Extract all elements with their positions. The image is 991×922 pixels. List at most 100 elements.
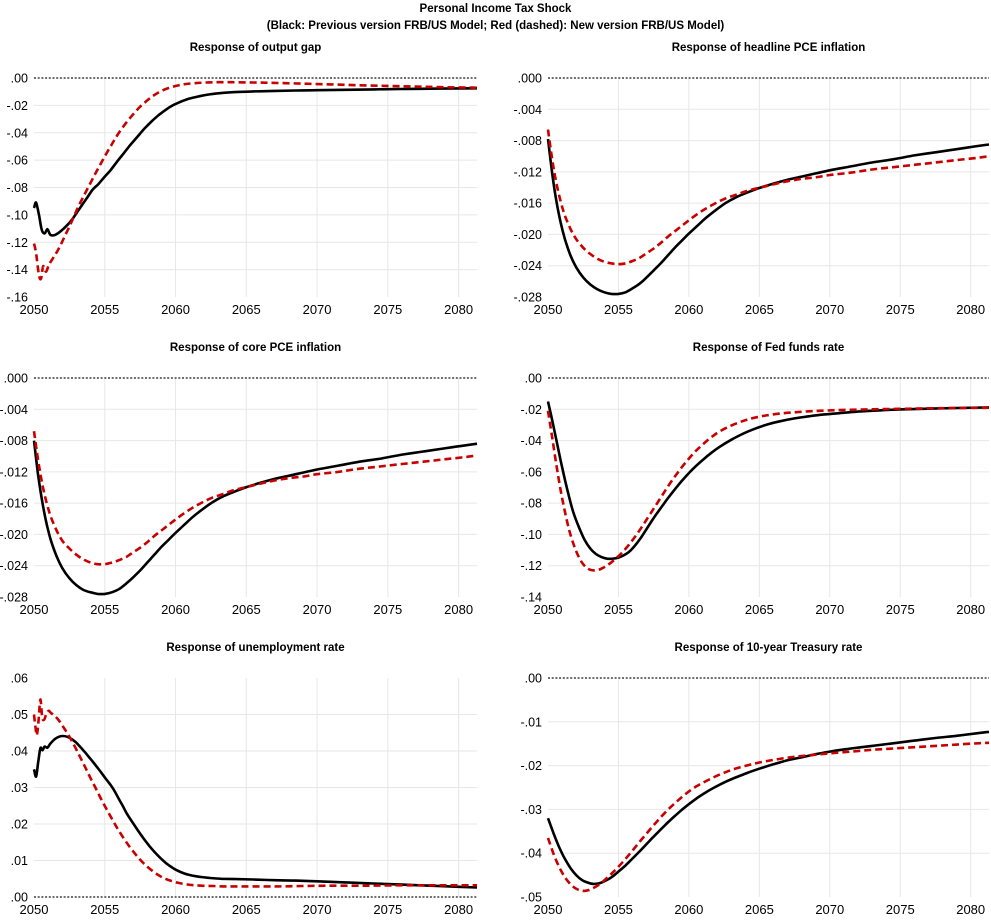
y-tick-label: .00: [525, 372, 542, 386]
y-tick-label: -.04: [520, 847, 542, 861]
y-tick-label: -.028: [514, 291, 543, 305]
x-tick-label: 2055: [90, 602, 119, 617]
y-tick-label: -.14: [6, 263, 28, 277]
x-tick-label: 2070: [303, 902, 332, 917]
x-tick-label: 2055: [90, 902, 119, 917]
x-tick-label: 2060: [161, 602, 190, 617]
chart-cell-fed-funds-rate: Response of Fed funds rate .00 -.02 -.04 -.…: [495, 338, 991, 630]
y-tick-label: .02: [11, 818, 28, 832]
x-tick-label: 2075: [886, 302, 915, 317]
chart-cell-unemployment-rate: Response of unemployment rate .06 .05 .04.…: [0, 638, 496, 922]
y-tick-label: -.08: [520, 497, 542, 511]
series-line-new-model: [546, 129, 990, 266]
series-line-new-model: [32, 80, 478, 281]
y-tick-label: .04: [11, 745, 28, 759]
series-line-previous-model: [546, 401, 990, 561]
x-tick-label: 2070: [815, 602, 844, 617]
series-line-previous-model: [32, 734, 478, 889]
y-tick-label: .05: [11, 708, 28, 722]
y-tick-label: -.04: [520, 434, 542, 448]
y-tick-label: -.12: [520, 559, 542, 573]
x-tick-label: 2050: [534, 602, 563, 617]
figure-subtitle-legend: (Black: Previous version FRB/US Model; R…: [266, 20, 725, 32]
y-tick-label: -.004: [0, 403, 28, 417]
y-tick-label: -.04: [6, 126, 28, 140]
x-tick-label: 2050: [534, 902, 563, 917]
headline-pce-inflation-plot: .000-.004-.008-.012-.016-.020-.024-.0282…: [514, 72, 990, 317]
x-tick-label: 2080: [444, 602, 473, 617]
series-line-previous-model: [546, 730, 990, 886]
x-tick-label: 2080: [956, 902, 985, 917]
series-line-new-model: [546, 741, 990, 893]
x-tick-label: 2065: [232, 602, 261, 617]
x-tick-label: 2070: [303, 302, 332, 317]
series-line-new-model: [32, 431, 478, 566]
x-tick-label: 2080: [956, 602, 985, 617]
y-tick-label: -.004: [514, 103, 543, 117]
x-tick-label: 2060: [674, 902, 703, 917]
x-tick-label: 2065: [745, 302, 774, 317]
x-tick-label: 2075: [373, 602, 402, 617]
y-tick-label: -.06: [6, 154, 28, 168]
y-tick-label: -.10: [6, 208, 28, 222]
y-tick-label: -.06: [520, 465, 542, 479]
chart-title-headline-pce-inflation: Response of headline PCE inflation: [671, 42, 866, 54]
series-line-new-model: [546, 406, 990, 572]
y-tick-label: -.02: [520, 759, 542, 773]
x-tick-label: 2065: [232, 902, 261, 917]
x-tick-label: 2065: [745, 602, 774, 617]
chart-title-core-pce-inflation: Response of core PCE inflation: [169, 342, 342, 354]
x-tick-label: 2080: [444, 302, 473, 317]
y-tick-label: .00: [11, 891, 28, 905]
y-tick-label: .00: [525, 672, 542, 686]
chart-title-output-gap: Response of output gap: [189, 42, 322, 54]
series-line-previous-model: [32, 87, 478, 237]
x-tick-label: 2055: [604, 602, 633, 617]
x-tick-label: 2075: [373, 302, 402, 317]
x-tick-label: 2065: [232, 302, 261, 317]
y-tick-label: -.024: [0, 559, 28, 573]
y-tick-label: -.012: [514, 165, 543, 179]
y-tick-label: -.020: [0, 528, 28, 542]
chart-title-10-year-treasury-rate: Response of 10-year Treasury rate: [674, 642, 863, 654]
x-tick-label: 2080: [444, 902, 473, 917]
y-tick-label: -.020: [514, 228, 543, 242]
y-tick-label: .01: [11, 854, 28, 868]
chart-cell-10-year-treasury-rate: Response of 10-year Treasury rate .00 -.0…: [495, 638, 991, 922]
x-tick-label: 2075: [886, 902, 915, 917]
x-tick-label: 2050: [20, 302, 49, 317]
x-tick-label: 2070: [303, 602, 332, 617]
series-line-previous-model: [32, 440, 478, 596]
x-tick-label: 2055: [604, 302, 633, 317]
x-tick-label: 2060: [161, 902, 190, 917]
chart-title-unemployment-rate: Response of unemployment rate: [166, 642, 345, 654]
x-tick-label: 2070: [815, 902, 844, 917]
x-tick-label: 2075: [373, 902, 402, 917]
y-tick-label: -.012: [0, 465, 28, 479]
x-tick-label: 2080: [956, 302, 985, 317]
x-tick-label: 2055: [604, 902, 633, 917]
x-tick-label: 2070: [815, 302, 844, 317]
series-line-previous-model: [546, 138, 990, 296]
y-tick-label: .06: [11, 672, 28, 686]
y-tick-label: -.02: [6, 99, 28, 113]
x-tick-label: 2075: [886, 602, 915, 617]
y-tick-label: -.05: [520, 891, 542, 905]
chart-title-fed-funds-rate: Response of Fed funds rate: [692, 342, 845, 354]
chart-cell-headline-pce-inflation: Response of headline PCE inflation .000 -…: [495, 38, 991, 330]
x-tick-label: 2055: [90, 302, 119, 317]
figure-title: Personal Income Tax Shock: [419, 3, 572, 15]
y-tick-label: .03: [11, 781, 28, 795]
y-tick-label: -.008: [514, 134, 543, 148]
y-tick-label: .000: [518, 72, 542, 86]
y-tick-label: -.02: [520, 403, 542, 417]
y-tick-label: -.08: [6, 181, 28, 195]
series-line-new-model: [32, 698, 477, 888]
x-tick-label: 2060: [674, 302, 703, 317]
core-pce-inflation-plot: .000-.004-.008-.012-.016-.020-.024-.0282…: [0, 372, 478, 617]
y-tick-label: -.008: [0, 434, 28, 448]
